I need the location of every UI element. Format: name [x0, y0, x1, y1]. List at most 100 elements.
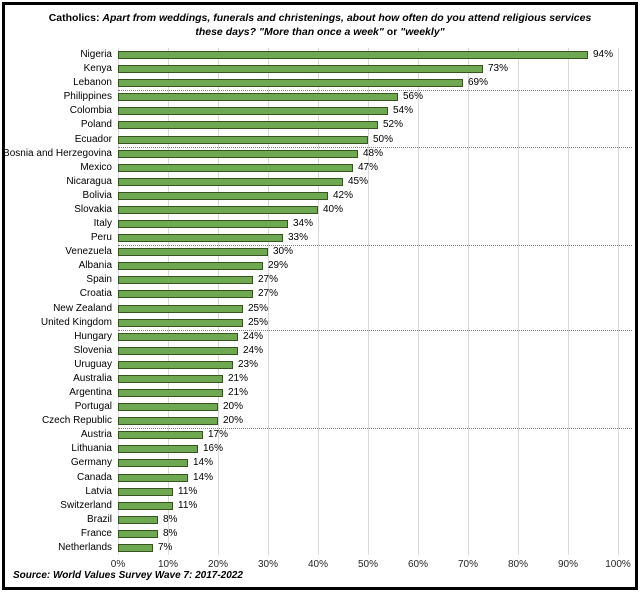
chart-title-segment: or: [383, 26, 401, 38]
category-label: Hungary: [74, 330, 112, 342]
gridline: [318, 48, 319, 555]
category-label: Nicaragua: [66, 175, 112, 187]
bar: [118, 501, 173, 510]
gridline: [468, 48, 469, 555]
value-label: 24%: [243, 330, 264, 342]
value-label: 7%: [158, 541, 173, 553]
bar: [118, 107, 388, 116]
category-label: Poland: [80, 119, 112, 131]
bar: [118, 346, 238, 355]
category-label: Uruguay: [74, 358, 112, 370]
value-label: 11%: [178, 485, 198, 497]
bar: [118, 417, 218, 426]
x-tick-label: 60%: [407, 559, 428, 570]
value-label: 25%: [248, 316, 269, 328]
bar: [118, 65, 483, 74]
value-label: 48%: [363, 147, 384, 159]
category-label: New Zealand: [53, 302, 112, 314]
category-label: Croatia: [79, 288, 112, 300]
x-tick-label: 0%: [110, 559, 126, 570]
chart-title-segment: "More than once a week": [258, 26, 384, 38]
bar: [118, 332, 238, 341]
bar: [118, 473, 188, 482]
value-label: 8%: [163, 527, 178, 539]
bar: [118, 191, 328, 200]
source-note: Source: World Values Survey Wave 7: 2017…: [13, 570, 243, 581]
category-label: Nigeria: [80, 49, 112, 61]
category-label: Lebanon: [73, 77, 112, 89]
bar: [118, 276, 253, 285]
value-label: 56%: [403, 91, 424, 103]
category-label: Ecuador: [74, 133, 112, 145]
bar: [118, 389, 223, 398]
value-label: 14%: [193, 471, 214, 483]
bar: [118, 149, 358, 158]
category-label: Portugal: [74, 401, 112, 413]
gridline: [518, 48, 519, 555]
bar: [118, 177, 343, 186]
bar: [118, 290, 253, 299]
bar: [118, 431, 203, 440]
x-tick-label: 100%: [605, 559, 631, 570]
bar: [118, 487, 173, 496]
category-label: Colombia: [69, 105, 112, 117]
value-label: 45%: [348, 175, 369, 187]
gridline: [268, 48, 269, 555]
bar: [118, 403, 218, 412]
value-label: 20%: [223, 401, 244, 413]
category-label: Spain: [86, 274, 112, 286]
gridline: [368, 48, 369, 555]
value-label: 27%: [258, 274, 279, 286]
value-label: 25%: [248, 302, 269, 314]
value-label: 42%: [333, 189, 354, 201]
category-label: Argentina: [69, 387, 112, 399]
value-label: 27%: [258, 288, 279, 300]
chart-title-segment: "weekly": [400, 26, 445, 38]
category-label: Peru: [90, 232, 112, 244]
gridline: [118, 48, 119, 555]
chart-title-segment: Apart from weddings, funerals and christ…: [102, 12, 592, 38]
chart-title: Catholics: Apart from weddings, funerals…: [45, 11, 595, 39]
category-label: Kenya: [83, 63, 112, 75]
x-tick-label: 30%: [257, 559, 278, 570]
category-label: Austria: [80, 429, 112, 441]
bar: [118, 93, 398, 102]
gridline: [168, 48, 169, 555]
value-label: 17%: [208, 429, 229, 441]
value-label: 69%: [468, 77, 489, 89]
bar: [118, 318, 243, 327]
group-separator-line: [118, 90, 632, 92]
category-label: Bosnia and Herzegovina: [3, 147, 112, 159]
x-tick-label: 40%: [307, 559, 328, 570]
bar: [118, 529, 158, 538]
gridline: [218, 48, 219, 555]
value-label: 29%: [268, 260, 289, 272]
value-label: 52%: [383, 119, 404, 131]
gridline: [418, 48, 419, 555]
value-label: 8%: [163, 513, 178, 525]
value-label: 21%: [228, 387, 249, 399]
bar: [118, 51, 588, 60]
x-tick-label: 80%: [507, 559, 528, 570]
group-separator-line: [118, 245, 632, 247]
category-label: Latvia: [85, 485, 112, 497]
bar: [118, 445, 198, 454]
bar: [118, 360, 233, 369]
value-label: 14%: [193, 457, 214, 469]
x-tick-label: 50%: [357, 559, 378, 570]
value-label: 34%: [293, 218, 314, 230]
value-label: 50%: [373, 133, 394, 145]
category-label: Czech Republic: [41, 415, 112, 427]
x-tick-label: 20%: [207, 559, 228, 570]
bar: [118, 374, 223, 383]
category-label: Germany: [70, 457, 112, 469]
category-label: Brazil: [86, 513, 112, 525]
category-label: France: [80, 527, 112, 539]
gridline: [568, 48, 569, 555]
category-label: Netherlands: [58, 541, 112, 553]
value-label: 40%: [323, 203, 344, 215]
category-label: Venezuela: [65, 246, 112, 258]
value-label: 54%: [393, 105, 414, 117]
category-label: Canada: [76, 471, 112, 483]
